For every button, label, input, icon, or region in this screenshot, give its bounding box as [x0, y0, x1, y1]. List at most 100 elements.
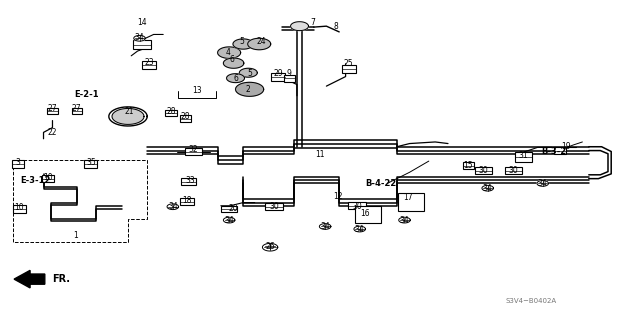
Polygon shape	[223, 217, 235, 223]
Polygon shape	[223, 58, 244, 68]
Bar	[180, 198, 194, 205]
Text: 30: 30	[269, 202, 279, 211]
Text: 30: 30	[508, 166, 518, 175]
Text: 18: 18	[182, 196, 191, 205]
Bar	[72, 108, 82, 114]
Text: 10: 10	[14, 203, 24, 212]
Polygon shape	[319, 224, 331, 229]
Text: 4: 4	[225, 48, 230, 57]
Polygon shape	[291, 22, 308, 31]
Text: 22: 22	[48, 128, 57, 137]
Text: 34: 34	[168, 202, 178, 211]
Bar	[142, 61, 156, 69]
Polygon shape	[236, 82, 264, 96]
Text: 33: 33	[186, 176, 196, 185]
Polygon shape	[233, 39, 253, 49]
Bar	[355, 206, 381, 223]
Text: 28: 28	[181, 112, 190, 121]
Bar	[180, 115, 191, 122]
Text: 12: 12	[333, 192, 342, 201]
Bar	[13, 205, 26, 213]
Text: 34: 34	[538, 179, 548, 188]
Text: E-2-1: E-2-1	[74, 90, 99, 99]
Text: 34: 34	[224, 216, 234, 225]
Text: 28: 28	[166, 107, 175, 115]
Text: 2: 2	[246, 85, 251, 94]
Polygon shape	[248, 38, 271, 50]
Text: E-3-12: E-3-12	[20, 176, 51, 185]
Polygon shape	[227, 74, 244, 83]
Text: 34: 34	[320, 222, 330, 231]
Text: 32: 32	[188, 145, 198, 154]
Text: 34: 34	[134, 33, 145, 42]
Bar	[463, 162, 474, 169]
Text: 1: 1	[73, 231, 78, 240]
Bar	[165, 110, 177, 116]
Text: 34: 34	[483, 184, 493, 193]
Text: 26: 26	[265, 242, 275, 251]
Text: 14: 14	[137, 19, 147, 27]
Text: 6: 6	[233, 74, 238, 83]
Text: 13: 13	[192, 86, 202, 95]
Polygon shape	[112, 108, 144, 124]
Text: 29: 29	[273, 69, 284, 78]
Polygon shape	[354, 226, 365, 232]
Bar	[554, 147, 566, 154]
Polygon shape	[537, 181, 548, 186]
Polygon shape	[239, 68, 257, 77]
Text: 10: 10	[43, 173, 53, 182]
Text: B-3-2: B-3-2	[541, 147, 566, 156]
Text: 9: 9	[287, 69, 292, 78]
Polygon shape	[167, 204, 179, 210]
Text: 3: 3	[15, 158, 20, 167]
Polygon shape	[134, 35, 145, 41]
Text: 20: 20	[228, 204, 239, 213]
Text: 8: 8	[333, 22, 339, 31]
Text: 7: 7	[310, 19, 315, 27]
Polygon shape	[262, 243, 278, 251]
Polygon shape	[399, 217, 410, 223]
Text: FR.: FR.	[52, 274, 70, 284]
Text: 30: 30	[352, 202, 362, 211]
Bar	[348, 202, 366, 209]
Bar	[475, 167, 492, 174]
FancyArrow shape	[14, 271, 45, 288]
Text: 34: 34	[355, 225, 365, 234]
Text: S3V4−B0402A: S3V4−B0402A	[506, 299, 557, 304]
Bar	[133, 40, 151, 49]
Bar	[515, 152, 532, 162]
Text: 21: 21	[125, 107, 134, 115]
Bar	[84, 160, 97, 168]
Text: 24: 24	[256, 37, 266, 46]
Polygon shape	[264, 243, 276, 249]
Bar	[505, 167, 522, 174]
Text: 16: 16	[360, 209, 370, 218]
Bar	[185, 148, 202, 155]
Text: 27: 27	[47, 104, 58, 113]
Bar	[342, 64, 356, 72]
Bar	[181, 178, 196, 185]
Text: 25: 25	[344, 59, 354, 68]
Bar	[284, 75, 295, 82]
Text: B-4-22: B-4-22	[365, 179, 396, 188]
Text: 19: 19	[561, 142, 572, 151]
Text: 5: 5	[239, 37, 244, 46]
Bar	[221, 206, 237, 212]
Text: 23: 23	[144, 58, 154, 67]
Bar	[42, 175, 54, 182]
Text: 30: 30	[478, 166, 488, 175]
Bar	[47, 108, 58, 114]
Text: 5: 5	[247, 69, 252, 78]
Polygon shape	[482, 185, 493, 191]
Bar	[271, 73, 285, 80]
Text: 6: 6	[229, 55, 234, 63]
Bar	[12, 160, 24, 168]
Text: 35: 35	[86, 158, 96, 167]
Text: 17: 17	[403, 193, 413, 202]
Text: 11: 11	[316, 150, 324, 159]
Text: 15: 15	[463, 161, 474, 170]
Text: 31: 31	[518, 151, 529, 160]
Bar	[398, 193, 424, 211]
Text: 34: 34	[399, 216, 410, 225]
Polygon shape	[218, 47, 241, 58]
